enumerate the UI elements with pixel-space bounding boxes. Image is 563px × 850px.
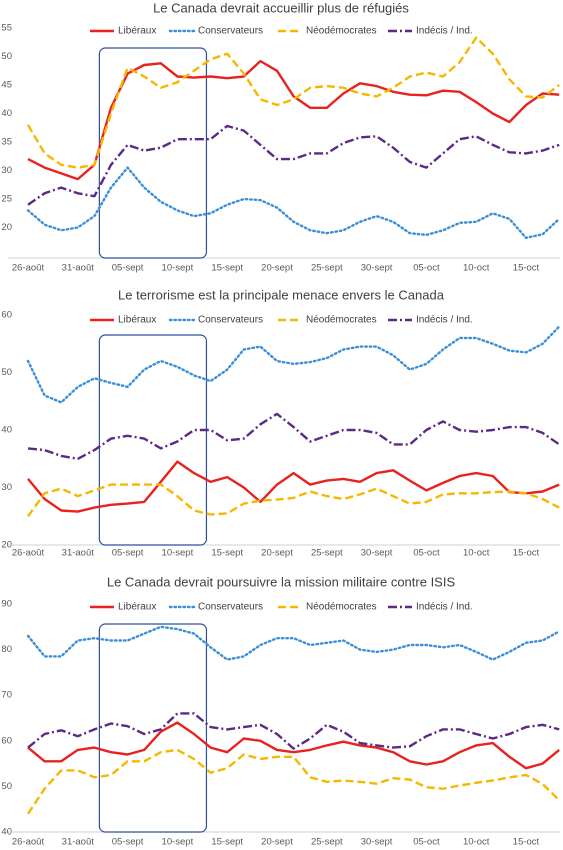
series-line [26,325,561,404]
x-tick-label: 15-oct [513,263,540,274]
series-line [27,412,560,460]
legend-label: Néodémocrates [306,315,377,326]
x-tick-label: 10-sept [162,548,194,559]
series-line [26,36,560,169]
x-tick-label: 10-sept [162,837,194,848]
x-tick-label: 31-août [62,263,95,274]
legend-label: Libéraux [118,602,156,613]
x-tick-label: 05-oct [413,548,440,559]
x-tick-label: 15-sept [211,548,243,559]
y-tick-label: 55 [1,23,12,34]
x-tick-label: 26-août [12,548,45,559]
x-tick-label: 15-sept [211,837,243,848]
x-tick-label: 26-août [12,263,45,274]
series-line [27,721,560,770]
y-tick-label: 20 [1,540,12,551]
y-tick-label: 80 [1,644,12,655]
x-tick-label: 10-sept [162,263,194,274]
highlight-box [98,47,208,259]
y-tick-label: 40 [1,827,12,838]
x-tick-label: 15-oct [513,837,540,848]
legend-label: Indécis / Ind. [416,315,473,326]
legend-label: Conservateurs [198,26,263,37]
chart-title: Le terrorisme est la principale menace e… [118,287,445,302]
x-tick-label: 25-sept [311,548,343,559]
y-tick-label: 50 [1,367,12,378]
y-tick-label: 60 [1,310,12,321]
x-tick-label: 15-oct [513,548,540,559]
x-tick-label: 20-sept [261,263,293,274]
x-tick-label: 10-oct [463,263,490,274]
x-tick-label: 05-oct [413,837,440,848]
series-line [27,124,560,206]
series-line [27,483,560,518]
highlight-box [98,623,208,833]
x-tick-label: 31-août [62,837,95,848]
series-line [26,625,561,661]
x-tick-label: 30-sept [361,548,393,559]
y-tick-label: 50 [1,51,12,62]
legend-label: Néodémocrates [306,26,377,37]
x-tick-label: 05-oct [413,263,440,274]
highlight-box [98,334,208,546]
legend-label: Conservateurs [198,602,263,613]
x-tick-label: 31-août [62,548,95,559]
legend-label: Indécis / Ind. [416,602,473,613]
x-tick-label: 10-oct [463,837,490,848]
x-tick-label: 05-sept [112,263,144,274]
y-tick-label: 35 [1,137,12,148]
y-tick-label: 60 [1,735,12,746]
legend-label: Néodémocrates [306,602,377,613]
y-tick-label: 50 [1,781,12,792]
x-tick-label: 05-sept [112,837,144,848]
x-tick-label: 15-sept [211,263,243,274]
x-tick-label: 10-oct [463,548,490,559]
x-tick-label: 05-sept [112,548,144,559]
legend-label: Conservateurs [198,315,263,326]
series-line [27,712,560,750]
x-tick-label: 25-sept [311,837,343,848]
chart-title: Le Canada devrait accueillir plus de réf… [153,0,409,15]
y-tick-label: 30 [1,165,12,176]
x-tick-label: 20-sept [261,837,293,848]
legend-label: Libéraux [118,26,156,37]
y-tick-label: 40 [1,425,12,436]
x-tick-label: 20-sept [261,548,293,559]
y-tick-label: 90 [1,599,12,610]
series-line [26,166,561,239]
x-tick-label: 26-août [12,837,45,848]
y-tick-label: 70 [1,690,12,701]
y-tick-label: 40 [1,108,12,119]
legend-label: Libéraux [118,315,156,326]
series-line [27,460,560,513]
series-line [26,748,561,815]
y-tick-label: 45 [1,80,12,91]
x-tick-label: 30-sept [361,837,393,848]
x-tick-label: 25-sept [311,263,343,274]
x-tick-label: 30-sept [361,263,393,274]
y-tick-label: 25 [1,194,12,205]
legend-label: Indécis / Ind. [416,26,473,37]
chart-title: Le Canada devrait poursuivre la mission … [107,574,456,589]
y-tick-label: 20 [1,222,12,233]
y-tick-label: 30 [1,482,12,493]
